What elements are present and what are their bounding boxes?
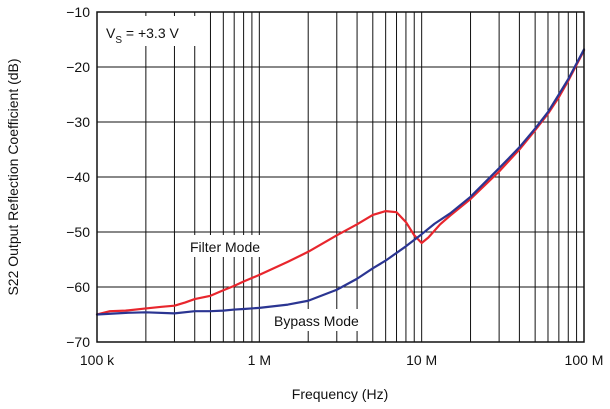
series-line-1 [95, 48, 586, 316]
y-tick-label-0: −10 [66, 4, 90, 20]
series-label-filter-text: Filter Mode [190, 239, 260, 255]
y-tick-label-1: −20 [66, 59, 90, 75]
series-label-bypass-background [270, 309, 372, 331]
y-tick-label-5: −60 [66, 279, 90, 295]
plot-frame [96, 11, 585, 343]
tick-labels: −10 −20 −30 −40 −50 −60 −70 100 k 1 M 10 M 100 M [66, 4, 603, 368]
y-axis-title: S22 Output Reflection Coefficient (dB) [5, 58, 21, 295]
y-tick-label-4: −50 [66, 224, 90, 240]
series-label-filter: Filter Mode [186, 235, 284, 257]
x-tick-label-2: 10 M [406, 352, 437, 368]
series-label-bypass: Bypass Mode [270, 309, 372, 331]
condition-box: VS = +3.3 V [100, 16, 208, 46]
series-label-filter-background [186, 235, 284, 257]
grid-lines [96, 11, 584, 343]
x-tick-label-1: 1 M [248, 352, 271, 368]
x-tick-label-3: 100 M [565, 352, 604, 368]
x-axis-title: Frequency (Hz) [292, 386, 388, 402]
condition-box-background [100, 16, 208, 46]
series-line-0 [95, 49, 586, 316]
y-tick-label-3: −40 [66, 169, 90, 185]
series-lines [95, 48, 586, 316]
condition-rest: = +3.3 V [122, 25, 179, 41]
y-tick-label-2: −30 [66, 114, 90, 130]
condition-subscript: S [115, 35, 122, 46]
series-label-bypass-text: Bypass Mode [274, 313, 359, 329]
y-tick-label-6: −70 [66, 334, 90, 350]
x-tick-label-0: 100 k [80, 352, 115, 368]
condition-label: VS = +3.3 V [106, 25, 179, 46]
condition-main: V [106, 25, 116, 41]
